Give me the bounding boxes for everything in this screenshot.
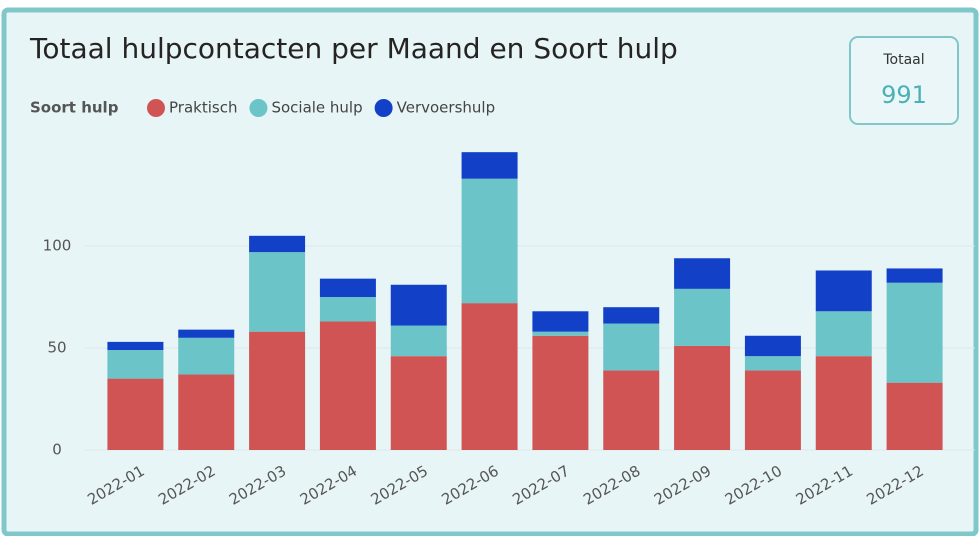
bar-segment xyxy=(744,335,801,357)
bar-segment xyxy=(178,337,235,375)
kpi-value: 991 xyxy=(881,81,927,109)
bar-segment xyxy=(319,278,376,297)
bar-segment xyxy=(674,288,731,346)
y-tick-label: 50 xyxy=(47,339,66,357)
bar-segment xyxy=(886,268,943,283)
bar-segment xyxy=(390,356,447,450)
legend-swatch xyxy=(249,99,268,117)
bar-segment xyxy=(107,378,164,450)
bar-segment xyxy=(178,329,235,338)
y-tick-label: 0 xyxy=(52,441,62,459)
bar-segment xyxy=(390,284,447,326)
bar-segment xyxy=(603,370,660,450)
bar-segment xyxy=(178,374,235,450)
bar-segment xyxy=(390,325,447,357)
bar-segment xyxy=(744,370,801,450)
bar-segment xyxy=(744,356,801,371)
bar-segment xyxy=(532,311,589,332)
legend-title: Soort hulp xyxy=(30,99,119,117)
bar-segment xyxy=(532,331,589,336)
chart-title: Totaal hulpcontacten per Maand en Soort … xyxy=(29,32,678,65)
bar-segment xyxy=(249,252,306,332)
kpi-card xyxy=(849,36,959,125)
legend-swatch xyxy=(147,99,165,117)
bar-segment xyxy=(319,297,376,322)
bar-segment xyxy=(815,311,872,357)
bar-segment xyxy=(674,258,731,289)
bar-segment xyxy=(603,307,660,324)
legend-label: Sociale hulp xyxy=(271,99,362,117)
bar-segment xyxy=(249,331,306,450)
legend-label: Praktisch xyxy=(169,99,237,117)
bar-segment xyxy=(815,270,872,312)
bar-segment xyxy=(674,345,731,450)
bar-segment xyxy=(319,321,376,450)
bar-segment xyxy=(532,335,589,450)
bar-segment xyxy=(886,282,943,383)
bar-segment xyxy=(461,152,518,179)
bar-segment xyxy=(107,341,164,351)
bar-segment xyxy=(603,323,660,371)
bar-segment xyxy=(249,235,306,253)
y-tick-label: 100 xyxy=(43,237,72,255)
kpi-label: Totaal xyxy=(882,52,924,68)
bar-segment xyxy=(461,178,518,304)
bar-segment xyxy=(107,350,164,379)
bar-segment xyxy=(886,382,943,450)
bar-segment xyxy=(461,303,518,450)
legend-label: Vervoershulp xyxy=(397,99,495,117)
legend-swatch xyxy=(374,99,393,117)
bar-segment xyxy=(815,356,872,450)
